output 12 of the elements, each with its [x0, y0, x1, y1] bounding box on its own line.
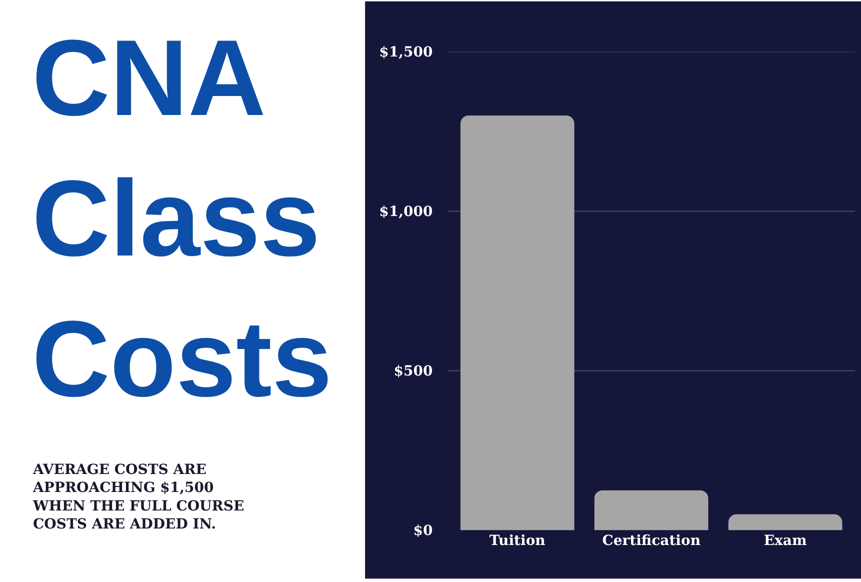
- y-tick-label: $1,500: [379, 44, 433, 61]
- bar: [460, 116, 574, 530]
- y-tick-label: $0: [413, 523, 433, 540]
- bar: [594, 490, 708, 530]
- text: CNA Class Costs: [32, 17, 332, 419]
- bar: [728, 514, 842, 530]
- y-tick-label: $500: [394, 364, 433, 380]
- x-tick-label: Exam: [764, 533, 807, 550]
- y-tick-label: $1,000: [379, 204, 433, 220]
- x-tick-label: Certification: [602, 533, 700, 550]
- text: AVERAGE COSTS ARE APPROACHING $1,500 WHEN THE FULL COURSE COSTS ARE ADDED IN.: [32, 462, 244, 533]
- x-tick-label: Tuition: [489, 533, 546, 550]
